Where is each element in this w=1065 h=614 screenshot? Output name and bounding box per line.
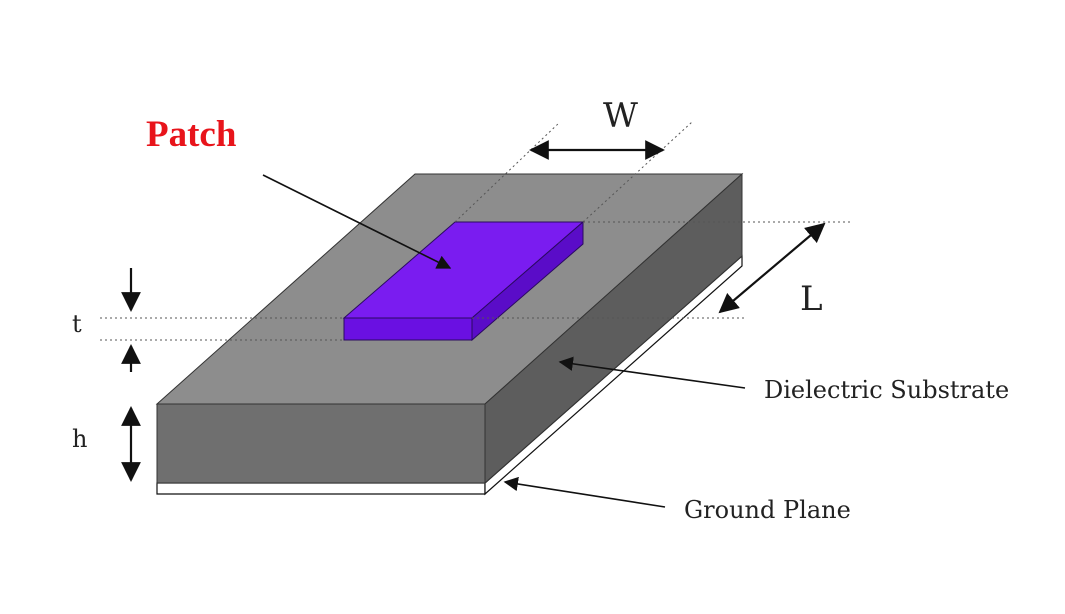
- patch: [342, 220, 585, 342]
- length-label: L: [800, 279, 823, 319]
- patch-label: Patch: [146, 114, 237, 155]
- ground-plane-label: Ground Plane: [684, 496, 851, 524]
- length-dimension-arrow: [718, 222, 826, 314]
- width-label: W: [603, 96, 638, 136]
- substrate-leader-arrow: [558, 356, 746, 389]
- ground-leader-arrow: [503, 476, 666, 508]
- ground-plane: [156, 254, 743, 496]
- width-guide-left: [454, 121, 561, 223]
- patch-side-face: [471, 220, 584, 342]
- leader-arrows: [262, 174, 746, 508]
- substrate-label: Dielectric Substrate: [764, 376, 1009, 404]
- dimension-arrows: [121, 140, 826, 482]
- ground-plane-front: [156, 482, 486, 495]
- thickness-label: t: [72, 310, 82, 338]
- guide-lines: [100, 121, 850, 341]
- height-label: h: [72, 425, 87, 453]
- substrate-front-face: [156, 403, 486, 484]
- patch-leader-arrow: [262, 174, 452, 269]
- patch-front-face: [343, 317, 473, 341]
